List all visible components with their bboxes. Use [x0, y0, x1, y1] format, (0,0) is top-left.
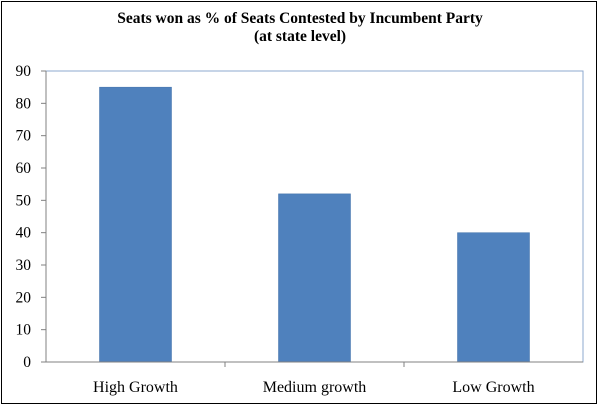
chart-title-block: Seats won as % of Seats Contested by Inc…: [2, 10, 598, 46]
y-tick-label: 80: [16, 95, 32, 112]
bars-group: [99, 86, 530, 363]
y-tick-label: 60: [16, 160, 32, 177]
y-tick-label: 0: [23, 354, 31, 371]
y-tick-label: 50: [16, 192, 32, 209]
y-tick-label: 70: [16, 128, 32, 145]
y-tick-label: 10: [16, 322, 32, 339]
x-axis: High Growth Medium growth Low Growth: [46, 361, 583, 396]
bar: [278, 193, 351, 363]
y-tick-label: 30: [16, 257, 32, 274]
y-tick-label: 90: [16, 63, 32, 80]
x-category-label: High Growth: [93, 379, 178, 396]
x-category-label: Low Growth: [452, 379, 534, 396]
bar: [457, 232, 530, 363]
chart-subtitle: (at state level): [253, 28, 347, 45]
bar: [99, 86, 172, 363]
chart-title: Seats won as % of Seats Contested by Inc…: [117, 10, 483, 27]
y-tick-label: 20: [16, 289, 32, 306]
y-tick-label: 40: [16, 225, 32, 242]
x-category-label: Medium growth: [263, 379, 367, 396]
y-axis: 0 10 20 30 40 50 60 70 80 90: [16, 63, 47, 371]
